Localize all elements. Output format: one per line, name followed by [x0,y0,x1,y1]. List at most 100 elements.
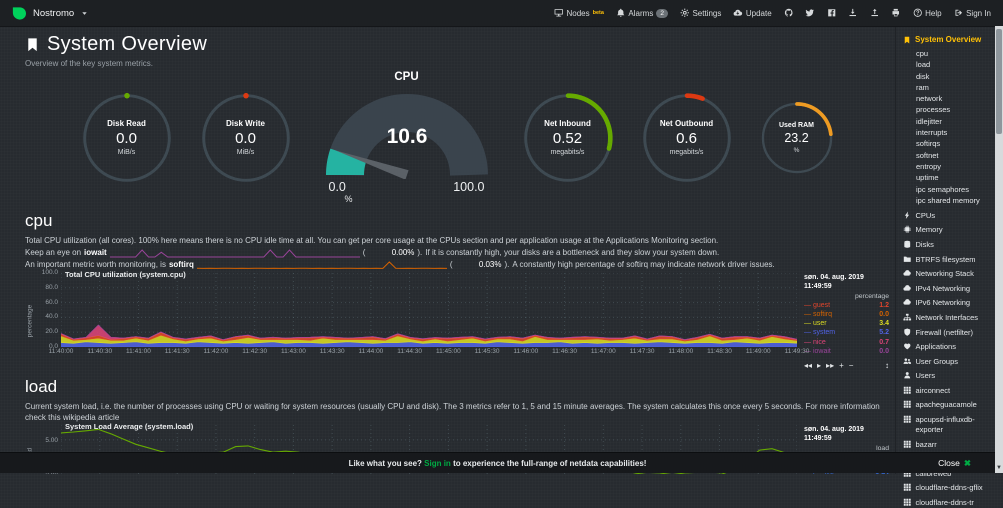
resize-handle[interactable]: ↕ [885,362,889,370]
hostname-menu[interactable]: Nostromo [33,8,74,19]
legend-series-system[interactable]: — system [804,328,835,337]
iowait-sparkline[interactable] [110,249,360,258]
legend-series-guest[interactable]: — guest [804,301,830,310]
softirq-sparkline[interactable] [197,261,447,270]
sidebar-subitem-load[interactable]: load [903,59,993,70]
sidebar-item-label: bazarr [916,440,937,450]
sidebar-item-ipv6-networking[interactable]: IPv6 Networking [903,298,993,308]
cpu-plot[interactable] [61,273,797,347]
scrollbar-thumb[interactable] [996,29,1002,134]
sidebar-item-disks[interactable]: Disks [903,240,993,250]
sidebar-subitem-interrupts[interactable]: interrupts [903,127,993,138]
rewind-button[interactable]: ◂◂ [804,362,812,370]
sidebar-subitem-entropy[interactable]: entropy [903,161,993,172]
scrollbar-down-arrow[interactable]: ▼ [995,465,1003,472]
sidebar-subitem-idlejitter[interactable]: idlejitter [903,116,993,127]
play-button[interactable]: ▸ [817,362,821,370]
cpu-toolbar: ◂◂▸▸▸+−↕ [804,362,889,370]
sidebar-item-airconnect[interactable]: airconnect [903,386,993,396]
sidebar-item-firewall-netfilter[interactable]: Firewall (netfilter) [903,328,993,338]
iowait-post-text: If it is constantly high, your disks are… [425,248,719,259]
sidebar-item-cpus[interactable]: CPUs [903,211,993,221]
zoom-in-button[interactable]: + [839,362,844,370]
nav-label: Alarms [628,9,653,18]
cpu-ytick-20.0: 20.0 [35,328,58,335]
sidebar-item-applications[interactable]: Applications [903,342,993,352]
nav-update[interactable]: Update [733,8,771,18]
nav-label: Update [746,9,772,18]
nav-upload[interactable] [870,8,880,18]
nav-github[interactable] [784,8,794,18]
legend-value-system: 5.2 [879,328,889,337]
cpu-xtick: 11:46:30 [552,348,577,355]
sidebar-subitem-softirqs[interactable]: softirqs [903,138,993,149]
legend-series-nice[interactable]: — nice [804,338,826,347]
sidebar-item-cloudflare-ddns-tr[interactable]: cloudflare-ddns-tr [903,498,993,508]
sidebar-item-user-groups[interactable]: User Groups [903,357,993,367]
sign-in-link[interactable]: Sign in [424,459,451,468]
cpu-xtick: 11:45:30 [475,348,500,355]
sidebar-subitem-cpu[interactable]: cpu [903,48,993,59]
nav-sign-in[interactable]: Sign In [954,8,991,18]
sidebar-item-network-interfaces[interactable]: Network Interfaces [903,313,993,323]
softirq-value: 0.03% [456,260,502,271]
cpu-xtick: 11:47:00 [591,348,616,355]
sidebar-item-ipv4-networking[interactable]: IPv4 Networking [903,284,993,294]
sidebar-item-apacheguacamole[interactable]: apacheguacamole [903,400,993,410]
sidebar-item-label: Firewall (netfilter) [916,328,974,338]
sidebar-subitem-ipc-semaphores[interactable]: ipc semaphores [903,184,993,195]
legend-series-user[interactable]: — user [804,319,827,328]
sidebar-subitem-softnet[interactable]: softnet [903,150,993,161]
alarms-count-badge: 2 [656,9,668,18]
sidebar-item-label: BTRFS filesystem [916,255,976,265]
cpu-xtick: 11:45:00 [436,348,461,355]
sidebar-item-label: Network Interfaces [916,313,979,323]
sidebar-item-networking-stack[interactable]: Networking Stack [903,269,993,279]
sidebar-item-btrfs-filesystem[interactable]: BTRFS filesystem [903,255,993,265]
nav-label: Sign In [966,9,991,18]
sidebar-subitem-ipc-shared-memory[interactable]: ipc shared memory [903,195,993,206]
sidebar-item-bazarr[interactable]: bazarr [903,440,993,450]
sidebar-item-apcupsd-influxdb-exporter[interactable]: apcupsd-influxdb-exporter [903,415,993,435]
nav-help[interactable]: Help [913,8,942,18]
load-chart-title: System Load Average (system.load) [65,422,193,431]
sidebar-item-label: cloudflare-ddns-gflix [916,483,983,493]
gauge-title: Net Inbound [544,119,591,128]
zoom-out-button[interactable]: − [849,362,854,370]
sidebar-subitem-disk[interactable]: disk [903,71,993,82]
gauge-title: Net Outbound [660,119,713,128]
close-button[interactable]: Close ✖ [938,458,971,469]
nav-facebook[interactable] [827,8,837,18]
wikipedia-link[interactable]: this wikipedia article [48,413,119,422]
sidebar-subitem-ram[interactable]: ram [903,82,993,93]
chevron-down-icon[interactable] [81,10,88,17]
sidebar-subitem-uptime[interactable]: uptime [903,172,993,183]
sidebar-item-memory[interactable]: Memory [903,225,993,235]
sidebar-item-cloudflare-ddns-gflix[interactable]: cloudflare-ddns-gflix [903,483,993,493]
sidebar-item-users[interactable]: Users [903,371,993,381]
page-scrollbar[interactable]: ▼ [995,26,1003,473]
fast-forward-button[interactable]: ▸▸ [826,362,834,370]
nav-settings[interactable]: Settings [680,8,721,18]
cpu-xtick: 11:40:00 [49,348,74,355]
sidebar-subitem-processes[interactable]: processes [903,104,993,115]
sidebar-subitem-network[interactable]: network [903,93,993,104]
legend-series-softirq[interactable]: — softirq [804,310,832,319]
nav-twitter[interactable] [805,8,815,18]
sidebar-item-system-overview[interactable]: System Overview [903,35,993,44]
nav-download[interactable] [848,8,858,18]
nav-print[interactable] [891,8,901,18]
